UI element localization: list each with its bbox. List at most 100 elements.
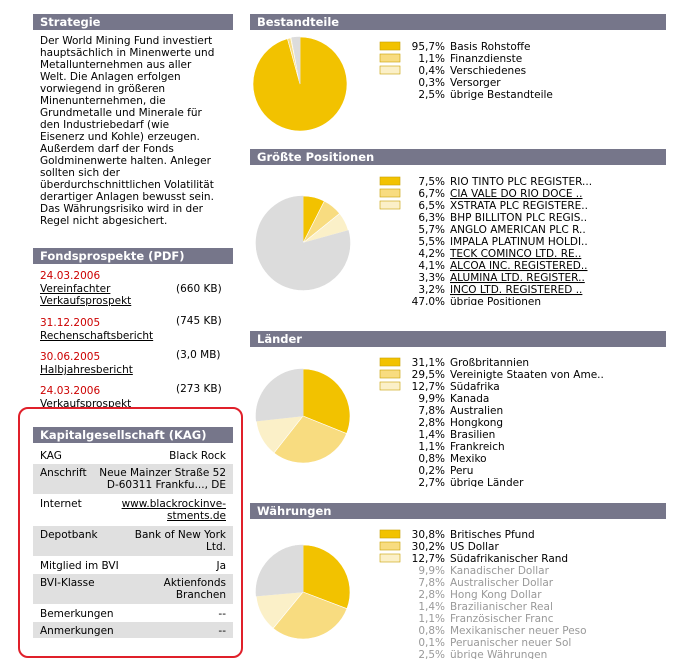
legend-label: übrige Positionen [450,296,541,305]
document-size: (3,0 MB) [176,349,221,361]
value-label: 2,5% [418,649,445,659]
kag-value: Ja [216,560,226,572]
kag-row: Depotbank Bank of New York Ltd. [33,526,233,556]
pie-slice [295,544,304,593]
legend-label: übrige Länder [450,477,524,487]
kag-value: Ltd. [206,541,226,553]
legend-label: Französischer Franc [450,613,554,625]
legend-label: übrige Bestandteile [450,89,553,101]
value-label: 12,7% [412,381,445,393]
value-label: 4,1% [418,260,445,272]
pie-slice [273,415,347,464]
section-header: Bestandteile [250,14,666,30]
value-label: 0,4% [418,65,445,77]
document-size: (660 KB) [176,283,222,295]
document-link[interactable]: Verkaufsprospekt [40,295,132,307]
strategy-text: sollten sich der [40,167,120,179]
legend-label: Australien [450,405,503,417]
legend-label: übrige Währungen [450,649,547,659]
legend-label[interactable]: ANGLO AMERICAN PLC R.. [450,224,586,236]
kag-value: Neue Mainzer Straße 52 [99,467,226,479]
kag-label: BVI-Klasse [40,577,95,589]
legend-label: US Dollar [450,541,499,553]
strategy-text: Goldminenwerte halten. Anleger [40,155,211,167]
value-label: 4,2% [418,248,445,260]
kag-value: Bank of New York [134,529,226,541]
pie-slice [294,368,304,417]
kag-row: BVI-Klasse Aktienfonds Branchen [33,574,233,604]
legend-label[interactable]: RIO TINTO PLC REGISTER... [450,176,592,188]
legend-label: Mexikanischer neuer Peso [450,625,587,637]
document-link[interactable]: Rechenschaftsbericht [40,330,154,342]
section-header: Länder [250,331,666,347]
value-label: 5,7% [418,224,445,236]
value-label: 3,3% [418,272,445,284]
document-size: (273 KB) [176,383,222,395]
legend-swatch [379,53,401,63]
legend-label: Peru [450,465,473,477]
legend-label[interactable]: TECK COMINCO LTD. RE.. [449,248,581,260]
value-label: 12,7% [412,553,445,565]
legend-label: Mexiko [450,453,487,465]
value-label: 1,1% [418,53,445,65]
legend-label[interactable]: IMPALA PLATINUM HOLDI.. [450,236,588,248]
strategy-text: Regel nicht abgesichert. [40,215,168,227]
value-label: 0,8% [418,453,445,465]
value-label: 1,4% [418,429,445,441]
strategy-text: den Industriebedarf (wie [40,119,170,131]
value-label: 0,3% [418,77,445,89]
kag-value[interactable]: stments.de [167,510,226,522]
kag-value: D-60311 Frankfu..., DE [106,479,226,491]
section-header: Strategie [33,14,233,30]
document-link[interactable]: Vereinfachter [40,283,111,295]
legend-label: Finanzdienste [450,53,522,65]
legend-label[interactable]: ALCOA INC. REGISTERED.. [450,260,588,272]
legend-label: Britisches Pfund [450,529,535,541]
section-header: Kapitalgesellschaft (KAG) [33,427,233,443]
legend-label[interactable]: CIA VALE DO RIO DOCE .. [450,188,582,200]
pie-slice [302,368,351,434]
strategy-text: Außerdem darf der Fonds [40,143,174,155]
chart: 31,1% Großbritannien 29,5% Vereinigte Staat… [255,357,604,487]
legend-label[interactable]: ALUMINA LTD. REGISTER.. [450,272,585,284]
value-label: 0,8% [418,625,445,637]
strategy-text: vorwiegend in größeren [40,83,166,95]
value-label: 6,5% [418,200,445,212]
legend-swatch [379,188,401,198]
strategy-text: Welt. Die Anlagen erfolgen [40,71,181,83]
kag-row: Mitglied im BVI Ja [33,557,233,573]
value-label: 7,5% [418,176,445,188]
legend-swatch [379,357,401,367]
chart: 95,7% Basis Rohstoffe 1,1% Finanzdienste 0,4… [252,36,553,132]
legend-label[interactable]: XSTRATA PLC REGISTERE.. [450,200,588,212]
value-label: 95,7% [412,41,445,53]
kag-label: Internet [40,498,82,510]
legend-label[interactable]: INCO LTD. REGISTERED .. [450,284,582,296]
legend-label: Hong Kong Dollar [450,589,542,601]
pie-slice [255,195,304,290]
legend-label: Brasilien [450,429,495,441]
legend-swatch [379,529,401,539]
legend-label: Brazilianischer Real [450,601,553,613]
legend-label: Hongkong [450,417,503,429]
document-link[interactable]: Halbjahresbericht [40,364,133,376]
legend-swatch [379,381,401,391]
document-date: 24.03.2006 [40,385,101,397]
section-header: Fondsprospekte (PDF) [33,248,233,264]
value-label: 0,1% [418,637,445,649]
section-header: Währungen [250,503,666,519]
kag-row: Anschrift Neue Mainzer Straße 52 D-60311 F… [33,464,233,494]
legend-swatch [379,200,401,210]
legend-label: Basis Rohstoffe [450,41,530,53]
legend-label[interactable]: BHP BILLITON PLC REGIS.. [450,212,587,224]
kag-value[interactable]: www.blackrockinve- [121,498,226,510]
strategy-text: hauptsächlich in Minenwerte und [40,47,215,59]
legend-swatch [379,541,401,551]
kag-label: Mitglied im BVI [40,560,119,572]
strategy-text: Metallunternehmen aus aller [40,59,192,71]
legend-swatch [379,369,401,379]
document-date: 24.03.2006 [40,270,101,282]
value-label: 1,1% [418,441,445,453]
chart: 30,8% Britisches Pfund 30,2% US Dollar 12,7%… [255,529,587,659]
kag-row: Anmerkungen -- [33,622,233,638]
